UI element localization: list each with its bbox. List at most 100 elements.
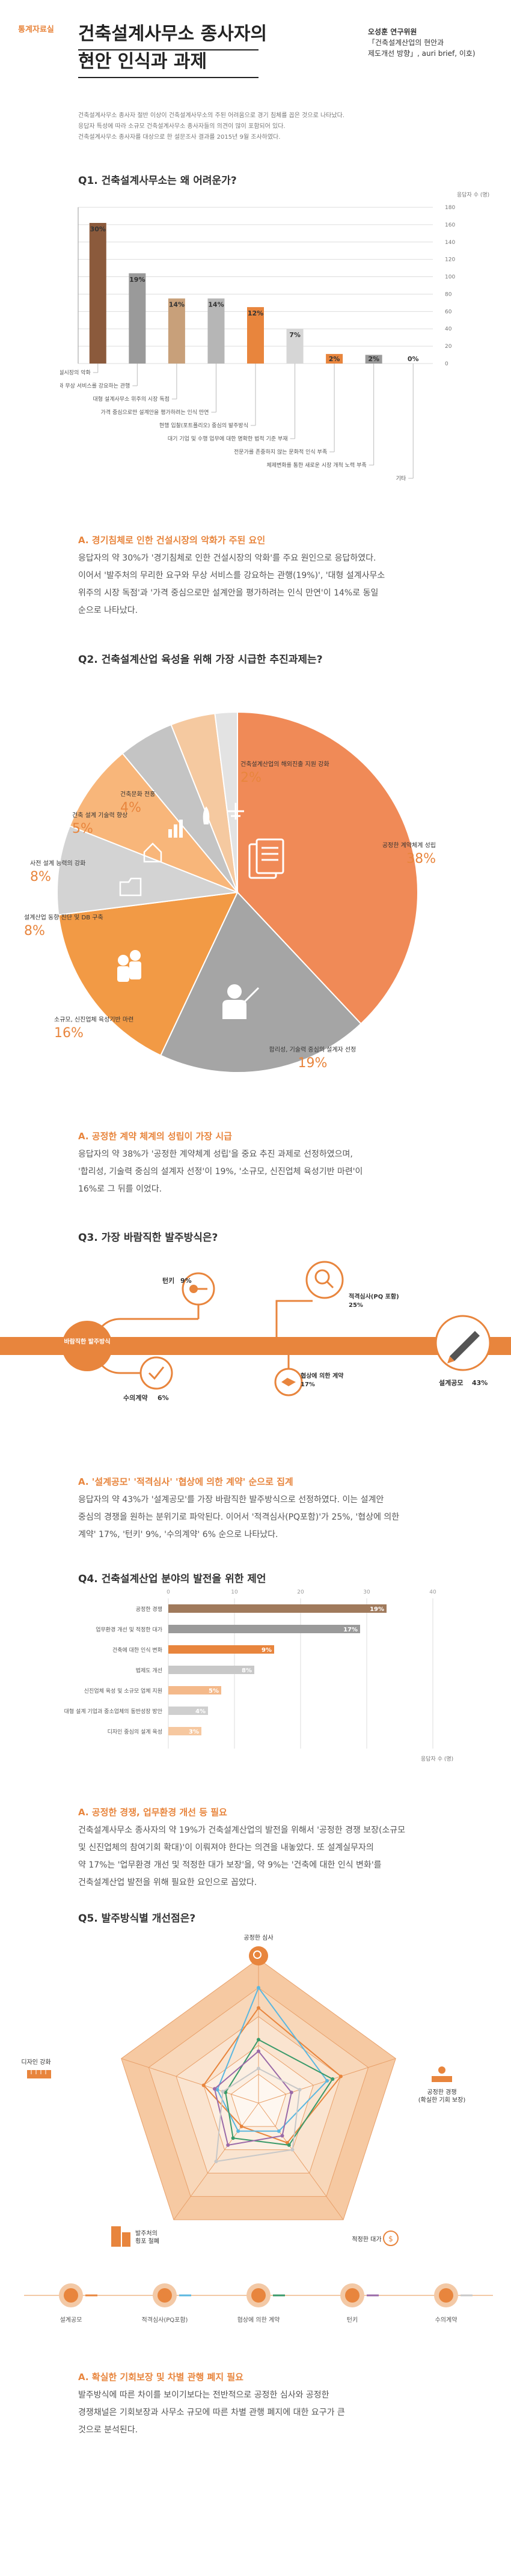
q5-series-point: [338, 2074, 343, 2078]
q3-center-circle: [62, 1321, 112, 1371]
q5-series-point: [289, 2090, 293, 2095]
page-title: 건축설계사무소 종사자의 현안 인식과 과제: [78, 20, 267, 76]
q5-axis-label: 횡포 철폐: [135, 2238, 159, 2245]
q5-series-point: [201, 2083, 206, 2087]
q1-bar: [286, 329, 304, 364]
q5-legend-label: 수의계약: [435, 2316, 457, 2324]
q1-category-label: 경기 침체로 인한 건설시장의 악화: [60, 369, 91, 376]
key-icon: [189, 1285, 207, 1293]
q4-bar-label: 3%: [189, 1729, 199, 1735]
q5-series-point: [257, 2038, 260, 2042]
q1-bar-label: 2%: [368, 355, 379, 363]
q2-slice-value: 5%: [72, 821, 93, 836]
q2-pie-slice: [69, 752, 238, 893]
q4-bar-label: 4%: [195, 1708, 206, 1715]
answer-line: '합리성, 기술력 중심의 설계자 선정'이 19%, '소규모, 신진업체 육…: [78, 1167, 363, 1177]
q5-legend-marker: [345, 2288, 360, 2303]
q4-category-label: 공정한 경쟁: [136, 1606, 162, 1613]
q5-series-point: [212, 2087, 216, 2091]
q2-slice-value: 2%: [240, 770, 262, 785]
q1-category-label: 현행 입찰(포트폴리오) 중심의 발주방식: [159, 422, 248, 429]
q1-bar-label: 14%: [208, 301, 224, 309]
q2-pie-chart: 공정한 계약체계 성립 38% 합리성, 기술력 중심의 설계자 선정 19% 소규모,…: [24, 711, 436, 1073]
q1-ticks: 0 20 40 60 80 100 120 140 160 180: [445, 205, 455, 367]
q5-legend-label: 턴키: [347, 2316, 358, 2324]
q2-slice-value: 8%: [30, 869, 51, 885]
page-title-line2: 현안 인식과 과제: [78, 51, 207, 72]
q2-slices: [57, 711, 418, 1073]
q2-pie-slice: [57, 825, 238, 916]
q2-slice-value: 16%: [54, 1026, 84, 1041]
q5-series-line: [225, 2039, 334, 2146]
q1-category-label: 전문가를 존중하지 않는 문화적 인식 부족: [234, 448, 327, 455]
answer-line: 순으로 나타났다.: [78, 606, 138, 615]
q5-series-point: [290, 2148, 295, 2152]
q4-xtick-label: 40: [429, 1589, 436, 1595]
people-group-icon: [117, 950, 141, 982]
q3-item-label: 턴키: [162, 1276, 174, 1285]
q2-pie-slice: [58, 891, 239, 1056]
building-chart-icon: [168, 820, 183, 838]
answer-line: 응답자의 약 43%가 '설계공모'를 가장 바람직한 발주방식으로 선정하였다…: [78, 1495, 384, 1505]
q1-bar: [89, 223, 106, 364]
q4-bar: [168, 1727, 201, 1735]
q2-slice-label: 공정한 계약체계 성립: [382, 841, 436, 849]
q5-series-point: [257, 2066, 260, 2071]
q2-pie-slice: [159, 891, 362, 1073]
q1-bars: 30% 19% 14% 14% 12% 7% 2% 2% 0%: [89, 223, 419, 364]
q3-item-pct: 43%: [472, 1379, 488, 1387]
q4-bar-label: 19%: [370, 1606, 384, 1613]
q3-answer-text: 응답자의 약 43%가 '설계공모'를 가장 바람직한 발주방식으로 선정하였다…: [78, 1491, 463, 1544]
q2-slice-value: 38%: [406, 851, 436, 866]
q2-title: Q2. 건축설계산업 육성을 위해 가장 시급한 추진과제는?: [78, 654, 323, 666]
magnifier-icon: [314, 1269, 334, 1289]
q4-category-label: 신진업체 육성 및 소규모 업체 지원: [84, 1687, 162, 1694]
q2-slice-value: 4%: [120, 800, 141, 815]
author-pub-1: 「건축설계산업의 현안과: [368, 38, 444, 47]
q3-item-label: 설계공모: [439, 1378, 463, 1387]
q5-legend-marker: [251, 2288, 266, 2303]
intro-text: 건축설계사무소 종사자 절반 이상이 건축설계사무소의 주된 어려움으로 경기 …: [78, 111, 415, 143]
q5-series-point: [277, 2129, 281, 2133]
q5-series-point: [231, 2136, 235, 2140]
q5-legend-label: 협상에 의한 계약: [237, 2316, 280, 2324]
q5-axis-label: 공정한 경쟁: [427, 2088, 456, 2096]
org-chart-icon: [432, 2066, 452, 2082]
q5-series-point: [221, 2089, 225, 2093]
author-name: 오성훈 연구위원: [368, 28, 417, 36]
q2-slice-label: 사전 설계 능력의 강화: [30, 860, 85, 867]
q2-slice-label: 건축 설계 기술력 향상: [72, 812, 127, 819]
q1-bar: [207, 298, 225, 364]
q1-category-label: 대기 기업 및 수행 업무에 대한 명확한 법적 기준 부재: [168, 435, 288, 442]
q5-series-point: [257, 2006, 260, 2010]
q2-answer-text: 응답자의 약 38%가 '공정한 계약체계 성립'을 중요 추진 과제로 선정하…: [78, 1146, 451, 1198]
q2-answer-title: A. 공정한 계약 체계의 성립이 가장 시급: [78, 1131, 232, 1142]
q4-bar: [168, 1707, 208, 1715]
q3-title: Q3. 가장 바람직한 발주방식은?: [78, 1232, 218, 1244]
q5-series-point: [236, 2129, 240, 2133]
q1-bar: [168, 298, 185, 364]
q5-answer-text: 발주방식에 따른 차이를 보이기보다는 전반적으로 공정한 심사와 공정한 경쟁…: [78, 2387, 451, 2439]
author-pub-2: 제도개선 방향」, auri brief, 이호): [368, 49, 476, 58]
q1-ytick-label: 120: [445, 257, 455, 263]
q5-axis-label: 디자인 강화: [21, 2059, 50, 2066]
q1-ytick-label: 60: [445, 309, 452, 315]
q5-title: Q5. 발주방식별 개선점은?: [78, 1913, 196, 1925]
q5-series-point: [257, 1986, 260, 1990]
answer-line: 경쟁채널은 기회보장과 사무소 규모에 따른 차별 관행 폐지에 대한 요구가 …: [78, 2408, 345, 2417]
q3-center-label: 바람직한 발주방식: [64, 1338, 110, 1345]
q1-bar: [365, 355, 382, 364]
q3-item-label: 적격심사(PQ 포함): [349, 1293, 399, 1300]
q5-series-point: [215, 2087, 219, 2092]
q1-bar: [326, 354, 343, 364]
q2-labels: 공정한 계약체계 성립 38% 합리성, 기술력 중심의 설계자 선정 19% 소규모,…: [24, 760, 436, 1071]
svg-text:$: $: [388, 2235, 393, 2243]
building-icon: [111, 2226, 130, 2247]
q1-bar: [247, 307, 264, 364]
q5-series-point: [325, 2078, 329, 2083]
q5-series-line: [216, 1986, 328, 2132]
answer-line: 이어서 '발주처의 무리한 요구와 무상 서비스를 강요하는 관행(19%)',…: [78, 571, 385, 580]
q4-grid: 0 10 20 30 40: [167, 1589, 436, 1749]
q5-axis-label: 공정한 심사: [243, 1934, 273, 1941]
